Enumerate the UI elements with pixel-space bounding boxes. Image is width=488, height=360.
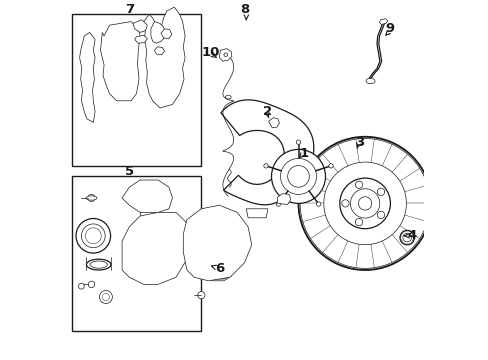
Circle shape (81, 224, 105, 248)
Circle shape (85, 228, 101, 244)
Ellipse shape (225, 95, 231, 99)
Text: 3: 3 (354, 136, 364, 149)
Circle shape (240, 123, 247, 131)
Polygon shape (268, 118, 279, 128)
Polygon shape (122, 212, 190, 284)
Polygon shape (151, 22, 165, 43)
Polygon shape (277, 194, 290, 204)
Circle shape (224, 53, 227, 57)
Circle shape (316, 202, 320, 206)
Polygon shape (122, 180, 172, 212)
Circle shape (328, 164, 332, 168)
Circle shape (377, 211, 384, 219)
Circle shape (355, 181, 362, 188)
Text: 8: 8 (240, 3, 248, 15)
Circle shape (341, 200, 348, 207)
Circle shape (88, 194, 95, 202)
Text: 9: 9 (385, 22, 394, 35)
Circle shape (399, 230, 413, 245)
Circle shape (214, 261, 223, 270)
Polygon shape (183, 205, 251, 281)
Polygon shape (161, 29, 171, 39)
Bar (72, 14, 201, 166)
Circle shape (79, 283, 84, 289)
Circle shape (76, 219, 110, 253)
Circle shape (402, 233, 411, 242)
Circle shape (278, 122, 285, 129)
Circle shape (160, 60, 168, 69)
Circle shape (287, 166, 309, 187)
Circle shape (138, 187, 156, 205)
Circle shape (355, 219, 362, 226)
Ellipse shape (86, 196, 97, 200)
Circle shape (280, 158, 316, 194)
Circle shape (298, 137, 431, 270)
Ellipse shape (365, 78, 374, 84)
Polygon shape (219, 49, 231, 61)
Circle shape (350, 189, 379, 218)
Text: 1: 1 (299, 147, 308, 159)
Polygon shape (379, 19, 387, 24)
Circle shape (197, 292, 204, 299)
Ellipse shape (90, 261, 107, 268)
Polygon shape (154, 47, 164, 55)
Text: 2: 2 (263, 105, 272, 118)
Circle shape (99, 291, 112, 303)
Circle shape (358, 197, 371, 210)
Circle shape (377, 188, 384, 195)
Circle shape (339, 178, 389, 229)
Circle shape (209, 235, 222, 248)
Circle shape (161, 83, 168, 90)
Polygon shape (204, 245, 229, 279)
Polygon shape (101, 22, 140, 101)
Text: 4: 4 (407, 229, 416, 242)
Circle shape (267, 121, 275, 128)
Circle shape (271, 149, 325, 203)
Polygon shape (143, 7, 185, 108)
Circle shape (323, 162, 406, 245)
Polygon shape (80, 32, 95, 122)
Text: 6: 6 (214, 262, 224, 275)
Circle shape (102, 293, 109, 301)
Circle shape (276, 202, 280, 206)
Circle shape (300, 139, 429, 268)
Text: 10: 10 (201, 46, 219, 59)
Circle shape (296, 140, 300, 144)
Polygon shape (133, 20, 147, 32)
Circle shape (263, 164, 267, 168)
Text: 5: 5 (124, 165, 134, 177)
Polygon shape (221, 100, 313, 205)
Circle shape (85, 78, 90, 84)
Polygon shape (134, 35, 147, 43)
Polygon shape (201, 242, 234, 281)
Bar (72, 176, 201, 331)
Circle shape (88, 281, 95, 288)
Polygon shape (246, 209, 267, 218)
Text: 7: 7 (124, 3, 134, 15)
Circle shape (293, 170, 300, 177)
Ellipse shape (86, 259, 111, 270)
